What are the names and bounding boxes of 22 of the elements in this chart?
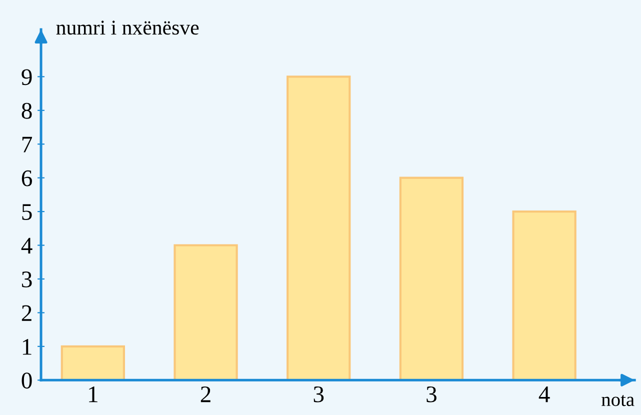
y-tick-label: 4 — [21, 238, 32, 254]
bar — [399, 176, 464, 380]
y-tick-label: 3 — [22, 272, 32, 288]
bar — [174, 244, 238, 380]
y-tick-label: 8 — [22, 102, 32, 119]
y-tick-label: 6 — [22, 170, 32, 186]
x-tick-label: 3 — [314, 386, 324, 402]
x-tick-label: 3 — [426, 386, 436, 402]
y-tick-label: 9 — [22, 69, 32, 86]
y-tick-label: 5 — [22, 204, 32, 220]
y-axis-title: numri i nxënësve — [56, 20, 199, 35]
bar — [286, 76, 351, 380]
x-tick-label: 1 — [89, 386, 98, 402]
x-axis-title: nota — [602, 394, 634, 406]
y-tick-label: 7 — [22, 136, 32, 152]
x-tick-label: 2 — [200, 386, 210, 402]
x-tick-label: 4 — [538, 386, 550, 402]
y-tick-label: 2 — [22, 305, 32, 321]
bar — [60, 345, 126, 380]
y-tick-label: 0 — [22, 372, 32, 389]
bar — [512, 210, 576, 380]
y-tick-label: 1 — [22, 339, 32, 355]
